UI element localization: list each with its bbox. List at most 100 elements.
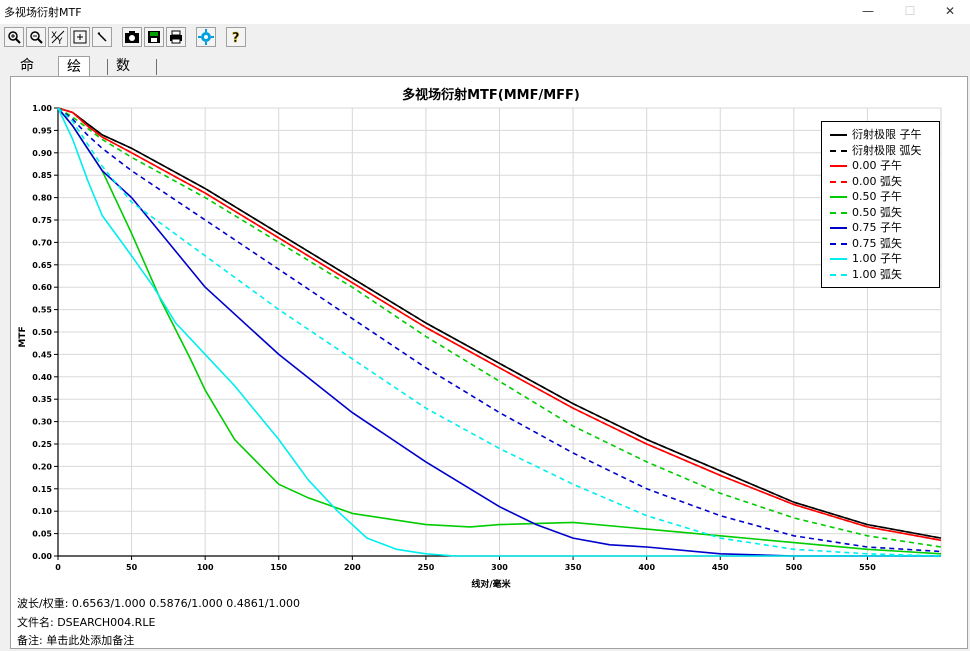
legend-entry: 0.75 弧矢 [822, 236, 941, 251]
x-tick-label: 500 [785, 563, 802, 572]
legend-swatch [830, 180, 847, 183]
legend-entry: 1.00 弧矢 [822, 267, 941, 282]
wavelength-weights-text: 波长/权重: 0.6563/1.000 0.5876/1.000 0.4861/… [17, 597, 300, 610]
close-button[interactable]: ✕ [944, 4, 956, 18]
x-tick-label: 350 [565, 563, 582, 572]
y-tick-label: 0.20 [32, 462, 52, 471]
chart-legend: 衍射极限 子午 衍射极限 弧矢 0.00 子午 0.00 弧矢 0.50 子午 0.50 … [821, 121, 940, 288]
y-tick-label: 0.35 [32, 395, 52, 404]
save-button[interactable] [144, 27, 164, 47]
y-tick-label: 0.85 [32, 171, 52, 180]
svg-text:Y: Y [56, 37, 63, 45]
y-tick-label: 0.30 [32, 418, 52, 427]
fit-icon [73, 30, 87, 44]
tab-separator [156, 59, 157, 75]
window-title: 多视场衍射MTF [4, 6, 82, 19]
gear-icon [198, 29, 214, 45]
pen-icon [97, 32, 107, 42]
axis-xy-icon: XY [51, 30, 65, 45]
y-tick-label: 0.75 [32, 216, 52, 225]
y-tick-label: 0.95 [32, 126, 52, 135]
legend-swatch [830, 227, 847, 229]
series-line-4 [57, 107, 942, 555]
note-text[interactable]: 备注: 单击此处添加备注 [17, 634, 135, 647]
y-tick-label: 1.00 [32, 104, 52, 113]
legend-entry: 0.50 弧矢 [822, 205, 941, 220]
x-tick-label: 550 [859, 563, 876, 572]
x-tick-label: 300 [491, 563, 508, 572]
series-line-9 [57, 107, 942, 557]
y-tick-label: 0.05 [32, 530, 52, 539]
x-axis-label: 线对/毫米 [471, 578, 511, 589]
save-icon [148, 31, 160, 43]
plot-panel: 多视场衍射MTF(MMF/MFF) 0.00 0.05 0.10 0.15 0.20 0.… [10, 76, 968, 649]
y-tick-label: 0.15 [32, 485, 52, 494]
x-tick-label: 250 [418, 563, 435, 572]
mtf-chart: 多视场衍射MTF(MMF/MFF) 0.000.050.100.150.200.… [18, 87, 942, 589]
y-tick-label: 0.10 [32, 507, 52, 516]
legend-label: 0.75 子午 [852, 221, 902, 234]
tab-plot[interactable]: 绘图 [58, 56, 90, 95]
help-icon: ? [232, 31, 240, 45]
legend-label: 0.00 弧矢 [852, 174, 902, 188]
x-tick-label: 150 [270, 563, 287, 572]
x-tick-label: 450 [712, 563, 729, 572]
y-tick-label: 0.45 [32, 350, 52, 359]
settings-button[interactable] [196, 27, 216, 47]
x-tick-label: 50 [126, 563, 138, 572]
series-line-7 [57, 107, 942, 553]
legend-label: 衍射极限 弧矢 [852, 143, 922, 157]
help-button[interactable]: ? [226, 27, 246, 47]
tab-data[interactable]: 数据 [116, 58, 130, 94]
y-tick-labels: 0.00 0.05 0.10 0.15 0.20 0.25 0.30 0.35 0.40 0.45… [32, 104, 52, 561]
legend-swatch [830, 196, 847, 198]
series-line-2 [57, 107, 942, 542]
legend-swatch [830, 149, 847, 152]
legend-label: 0.75 弧矢 [852, 236, 902, 250]
svg-text:?: ? [232, 31, 240, 45]
svg-text:X: X [51, 31, 57, 41]
camera-button[interactable] [122, 27, 142, 47]
legend-label: 0.00 子午 [852, 159, 902, 172]
legend-swatch [830, 242, 847, 245]
minimize-button[interactable]: — [862, 4, 874, 18]
legend-label: 衍射极限 子午 [852, 128, 922, 141]
series-line-6 [57, 107, 941, 557]
x-tick-label: 0 [55, 563, 61, 572]
tab-command[interactable]: 命令 [20, 58, 34, 94]
chart-title: 多视场衍射MTF(MMF/MFF) [402, 87, 580, 103]
fit-button[interactable] [70, 27, 90, 47]
maximize-button[interactable]: ☐ [904, 4, 916, 18]
print-button[interactable] [166, 27, 186, 47]
y-tick-label: 0.40 [32, 373, 52, 382]
grid-lines [54, 107, 942, 560]
x-tick-label: 100 [197, 563, 214, 572]
y-tick-label: 0.60 [32, 283, 52, 292]
y-axis-label: MTF [18, 326, 28, 347]
legend-swatch [830, 273, 847, 276]
legend-entry: 衍射极限 弧矢 [822, 143, 941, 158]
legend-entry: 0.00 弧矢 [822, 174, 941, 189]
legend-entry: 1.00 子午 [822, 251, 941, 266]
series-line-8 [57, 107, 941, 557]
zoom-out-icon [30, 31, 43, 44]
y-tick-label: 0.90 [32, 149, 52, 158]
y-tick-label: 0.80 [32, 194, 52, 203]
y-tick-label: 0.50 [32, 328, 52, 337]
tab-separator [107, 59, 108, 75]
legend-swatch [830, 165, 847, 167]
y-tick-label: 0.55 [32, 306, 52, 315]
legend-entry: 0.00 子午 [822, 158, 941, 173]
zoom-in-button[interactable] [4, 27, 24, 47]
zoom-in-icon [8, 31, 21, 44]
pen-button[interactable] [92, 27, 112, 47]
legend-entry: 0.75 子午 [822, 220, 941, 235]
title-bar: 多视场衍射MTF — ☐ ✕ [0, 0, 970, 24]
legend-label: 1.00 弧矢 [852, 267, 902, 281]
legend-swatch [830, 258, 847, 260]
zoom-out-button[interactable] [26, 27, 46, 47]
x-tick-label: 200 [344, 563, 361, 572]
series-lines [57, 107, 942, 557]
legend-swatch [830, 211, 847, 214]
